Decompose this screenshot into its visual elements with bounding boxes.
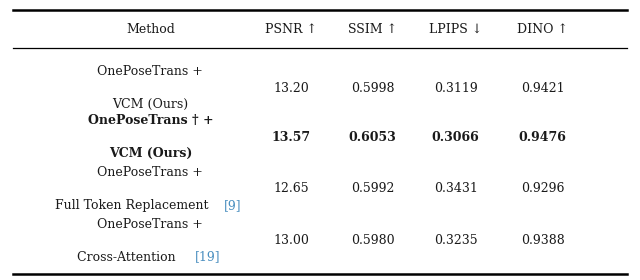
Text: 0.3235: 0.3235 xyxy=(434,234,477,247)
Text: LPIPS ↓: LPIPS ↓ xyxy=(429,23,483,36)
Text: 0.9296: 0.9296 xyxy=(521,183,564,195)
Text: 13.20: 13.20 xyxy=(273,82,309,95)
Text: OnePoseTrans +: OnePoseTrans + xyxy=(97,218,204,231)
Text: [9]: [9] xyxy=(224,199,242,212)
Text: 0.5992: 0.5992 xyxy=(351,183,394,195)
Text: SSIM ↑: SSIM ↑ xyxy=(348,23,397,36)
Text: OnePoseTrans +: OnePoseTrans + xyxy=(97,66,204,78)
Text: 0.3066: 0.3066 xyxy=(432,131,479,144)
Text: 0.3119: 0.3119 xyxy=(434,82,477,95)
Text: Method: Method xyxy=(126,23,175,36)
Text: DINO ↑: DINO ↑ xyxy=(517,23,568,36)
Text: Cross-Attention: Cross-Attention xyxy=(77,251,179,263)
Text: 12.65: 12.65 xyxy=(273,183,309,195)
Text: 0.3431: 0.3431 xyxy=(434,183,477,195)
Text: 0.5998: 0.5998 xyxy=(351,82,394,95)
Text: VCM (Ours): VCM (Ours) xyxy=(109,147,192,160)
Text: 0.9388: 0.9388 xyxy=(521,234,564,247)
Text: OnePoseTrans † +: OnePoseTrans † + xyxy=(88,115,213,127)
Text: Full Token Replacement: Full Token Replacement xyxy=(55,199,212,212)
Text: 0.6053: 0.6053 xyxy=(349,131,396,144)
Text: 13.57: 13.57 xyxy=(271,131,311,144)
Text: [19]: [19] xyxy=(195,251,220,263)
Text: OnePoseTrans +: OnePoseTrans + xyxy=(97,166,204,179)
Text: 0.5980: 0.5980 xyxy=(351,234,394,247)
Text: VCM (Ours): VCM (Ours) xyxy=(113,98,188,111)
Text: 0.9476: 0.9476 xyxy=(519,131,566,144)
Text: 0.9421: 0.9421 xyxy=(521,82,564,95)
Text: 13.00: 13.00 xyxy=(273,234,309,247)
Text: PSNR ↑: PSNR ↑ xyxy=(265,23,317,36)
